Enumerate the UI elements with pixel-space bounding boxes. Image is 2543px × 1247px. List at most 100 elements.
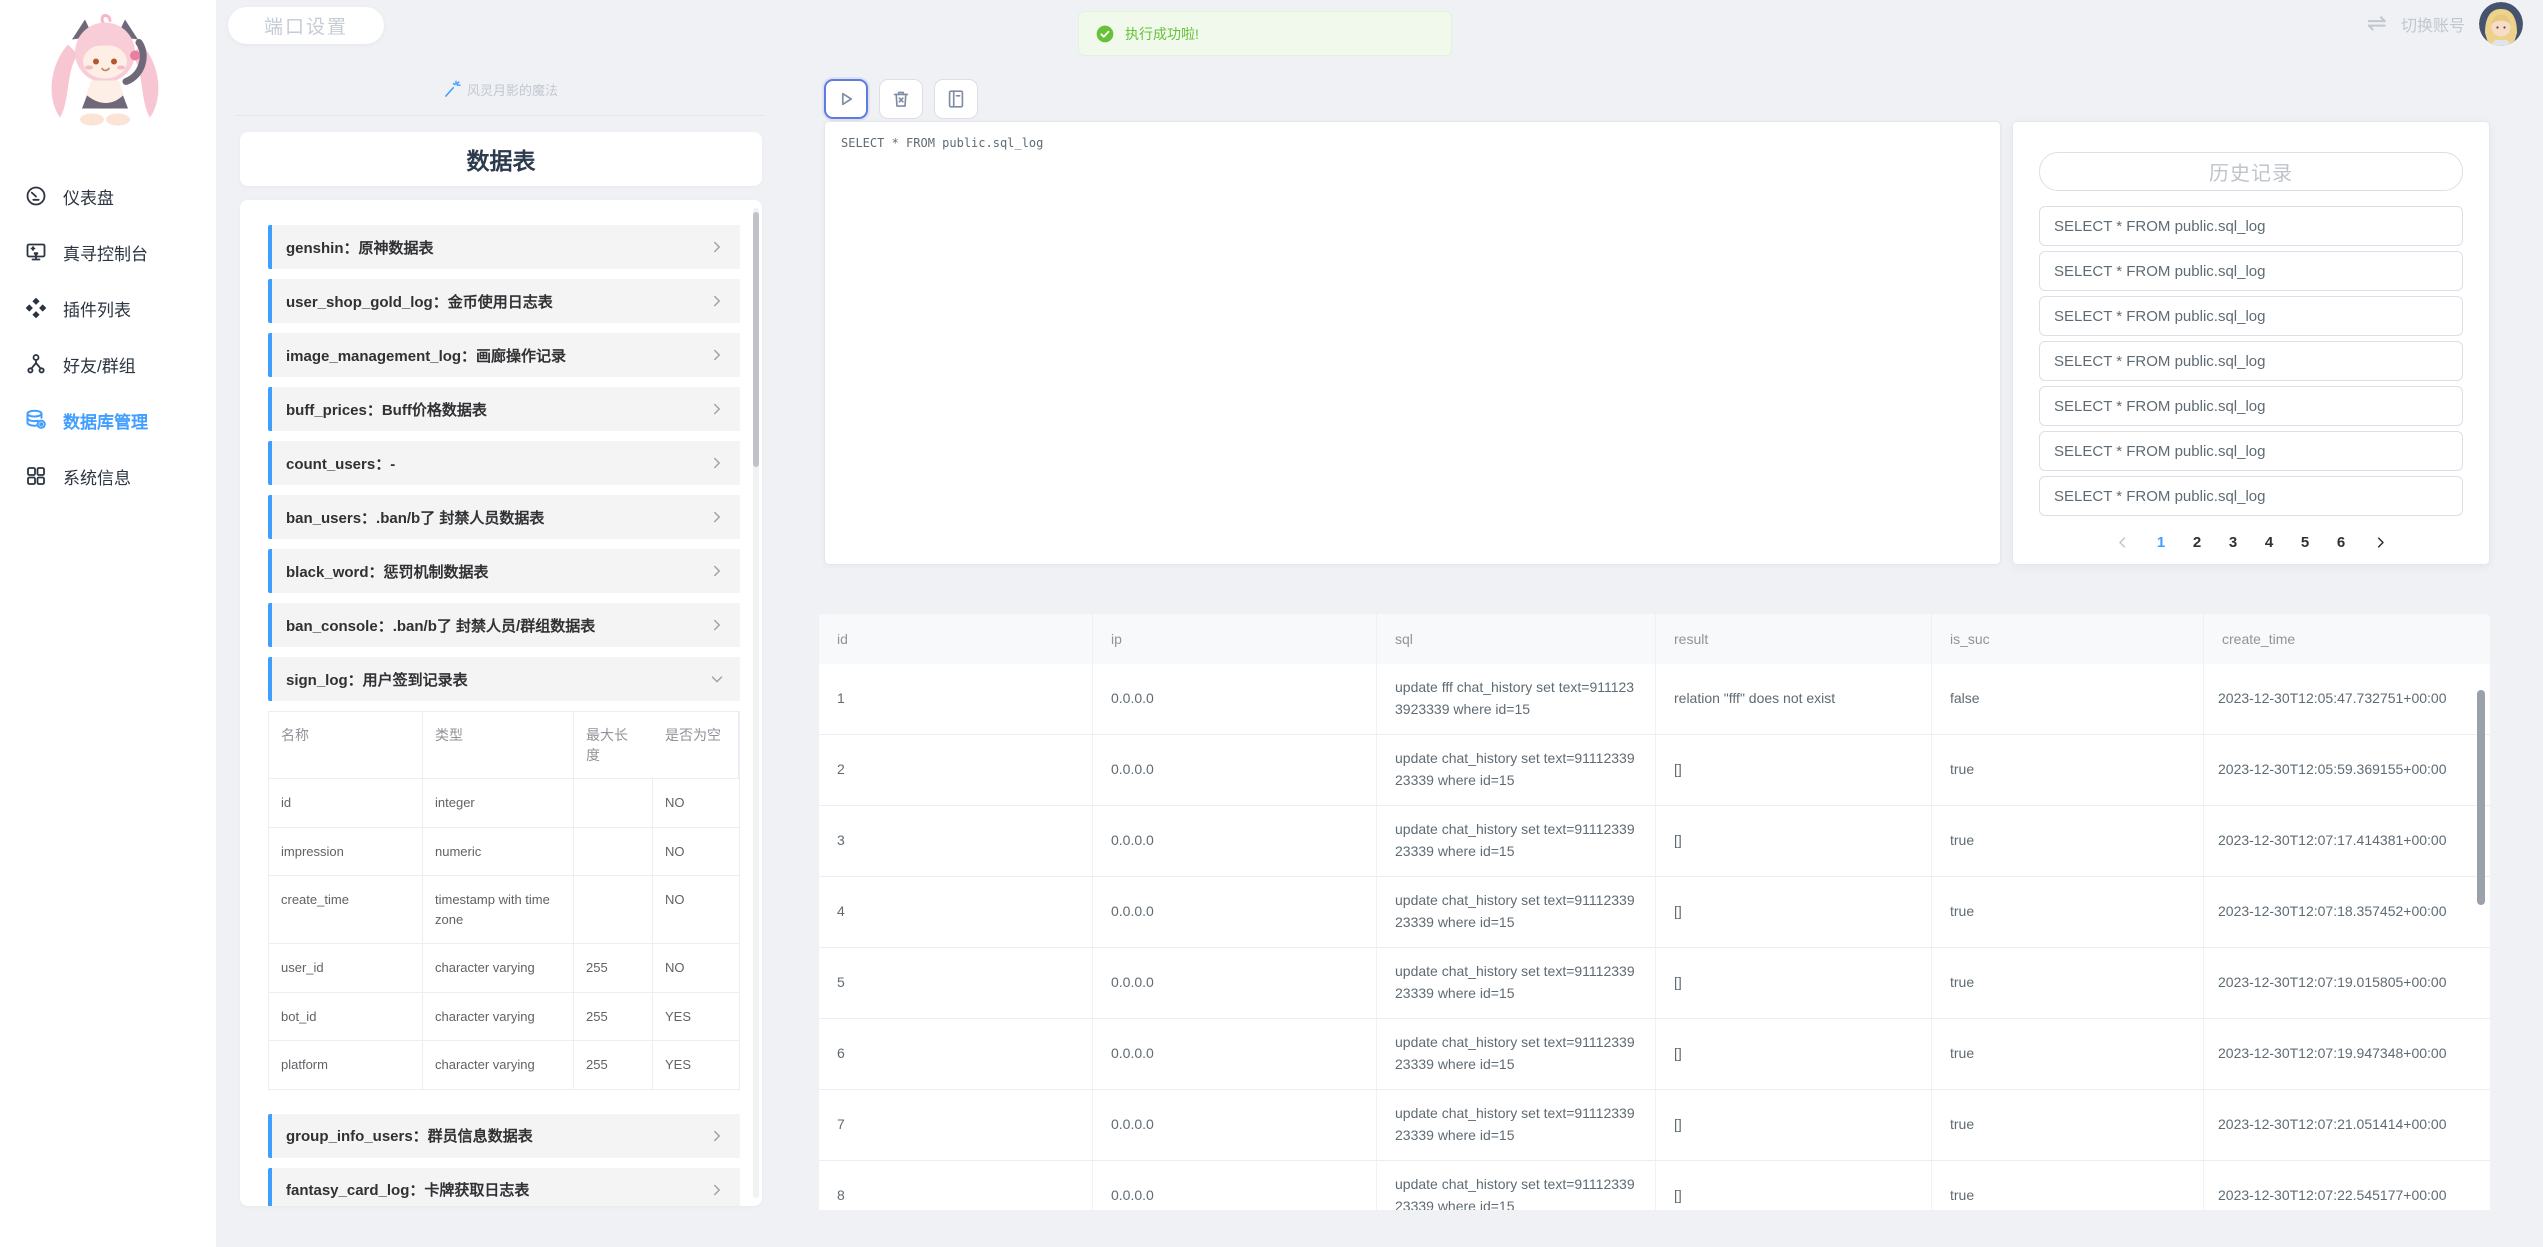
clear-query-button[interactable] [879, 79, 923, 119]
table-list-label: black_word：惩罚机制数据表 [286, 563, 489, 581]
success-toast: 执行成功啦! [1078, 11, 1452, 56]
sidebar-item-console[interactable]: 真寻控制台 [0, 224, 216, 280]
cell-id: 5 [819, 948, 1093, 1018]
editor-toolbar [824, 79, 978, 119]
table-list-label: sign_log：用户签到记录表 [286, 671, 468, 689]
table-list-label: image_management_log：画廊操作记录 [286, 347, 567, 365]
sidebar-menu: 仪表盘 真寻控制台 插件列表 好友/群组 [0, 168, 216, 504]
table-list-label: genshin：原神数据表 [286, 239, 434, 257]
cell-sql: update fff chat_history set text=9111233… [1377, 664, 1656, 734]
pagination-next-button[interactable] [2359, 527, 2401, 557]
pagination-page-button[interactable]: 5 [2300, 533, 2310, 551]
cell-is-suc: true [1932, 948, 2204, 1018]
chevron-right-icon [714, 565, 720, 577]
results-column-header: is_suc [1932, 614, 2204, 664]
result-row: 2 0.0.0.0 update chat_history set text=9… [819, 735, 2490, 806]
cell-create-time: 2023-12-30T12:05:59.369155+00:00 [2218, 761, 2447, 778]
schema-cell-name: platform [269, 1040, 423, 1089]
pagination-page-button[interactable]: 4 [2264, 533, 2274, 551]
table-list-item[interactable]: user_shop_gold_log：金币使用日志表 [268, 279, 740, 323]
play-icon [841, 92, 853, 106]
history-item[interactable]: SELECT * FROM public.sql_log [2039, 251, 2463, 291]
run-query-button[interactable] [824, 79, 868, 119]
switch-account-button[interactable]: 切换账号 [2400, 18, 2465, 35]
sidebar-item-system-info[interactable]: 系统信息 [0, 448, 216, 504]
table-list-item[interactable]: ban_console：.ban/b了 封禁人员/群组数据表 [268, 603, 740, 647]
sidebar-item-plugins[interactable]: 插件列表 [0, 280, 216, 336]
schema-row: bot_id character varying 255 YES [269, 991, 739, 1040]
schema-cell-type: timestamp with time zone [423, 875, 574, 943]
results-column-header: sql [1377, 614, 1656, 664]
table-list-item[interactable]: group_info_users：群员信息数据表 [268, 1113, 740, 1158]
cell-is-suc: true [1932, 735, 2204, 805]
panel-subtitle-text: 风灵月影的魔法 [466, 82, 558, 98]
schema-cell-nullable: YES [653, 1040, 739, 1089]
sidebar-item-database[interactable]: 数据库管理 [0, 392, 216, 448]
chevron-right-icon [714, 1184, 720, 1195]
chevron-left-icon [2118, 536, 2125, 548]
cell-is-suc: true [1932, 806, 2204, 876]
sidebar-item-label: 数据库管理 [63, 412, 148, 432]
cell-is-suc: true [1932, 1090, 2204, 1160]
results-scrollbar-thumb[interactable] [2477, 690, 2485, 905]
schema-row: user_id character varying 255 NO [269, 943, 739, 992]
result-row: 4 0.0.0.0 update chat_history set text=9… [819, 877, 2490, 948]
table-list-item[interactable]: image_management_log：画廊操作记录 [268, 333, 740, 377]
table-list-label: count_users：- [286, 455, 396, 473]
results-column-header: ip [1093, 614, 1377, 664]
pagination-page-button[interactable]: 3 [2228, 533, 2238, 551]
result-row: 1 0.0.0.0 update fff chat_history set te… [819, 664, 2490, 735]
results-header-row: id ip sql result is_suc create_time [819, 614, 2490, 664]
sql-editor[interactable]: SELECT * FROM public.sql_log [841, 136, 1044, 150]
cell-is-suc: true [1932, 877, 2204, 947]
table-list-item-sign-log[interactable]: sign_log：用户签到记录表 [268, 657, 740, 701]
history-item[interactable]: SELECT * FROM public.sql_log [2039, 296, 2463, 336]
table-list-item[interactable]: fantasy_card_log：卡牌获取日志表 [268, 1167, 740, 1206]
history-item[interactable]: SELECT * FROM public.sql_log [2039, 476, 2463, 516]
list-scrollbar-thumb[interactable] [753, 212, 759, 467]
pagination-page-button[interactable]: 1 [2156, 533, 2166, 551]
results-column-header: create_time [2222, 631, 2296, 647]
table-list-item[interactable]: genshin：原神数据表 [268, 225, 740, 269]
schema-cell-nullable: NO [653, 875, 739, 943]
table-list-item[interactable]: ban_users：.ban/b了 封禁人员数据表 [268, 495, 740, 539]
chevron-right-icon [714, 619, 720, 631]
port-settings-button[interactable]: 端口设置 [228, 7, 385, 44]
schema-row: create_time timestamp with time zone NO [269, 875, 739, 943]
panel-divider [235, 115, 765, 116]
table-list-item[interactable]: count_users：- [268, 441, 740, 485]
table-list-item[interactable]: black_word：惩罚机制数据表 [268, 549, 740, 593]
results-body: 1 0.0.0.0 update fff chat_history set te… [819, 664, 2490, 1210]
history-title-button[interactable]: 历史记录 [2039, 152, 2463, 191]
system-info-icon [27, 467, 45, 485]
cell-id: 1 [819, 664, 1093, 734]
schema-cell-name: impression [269, 826, 423, 875]
cell-ip: 0.0.0.0 [1093, 1161, 1377, 1210]
history-item[interactable]: SELECT * FROM public.sql_log [2039, 206, 2463, 246]
cell-create-time: 2023-12-30T12:07:21.051414+00:00 [2218, 1116, 2447, 1133]
pagination-page-button[interactable]: 6 [2336, 533, 2346, 551]
gauge-icon [26, 186, 46, 206]
sidebar-item-friends-groups[interactable]: 好友/群组 [0, 336, 216, 392]
history-item[interactable]: SELECT * FROM public.sql_log [2039, 431, 2463, 471]
pagination-prev-button[interactable] [2101, 527, 2143, 557]
chevron-right-icon [714, 349, 720, 361]
cell-id: 6 [819, 1019, 1093, 1089]
database-icon [26, 409, 46, 429]
cell-ip: 0.0.0.0 [1093, 948, 1377, 1018]
user-avatar[interactable] [2479, 2, 2523, 46]
trash-icon [893, 91, 909, 107]
table-list-item[interactable]: buff_prices：Buff价格数据表 [268, 387, 740, 431]
history-item[interactable]: SELECT * FROM public.sql_log [2039, 386, 2463, 426]
pagination-page-button[interactable]: 2 [2192, 533, 2202, 551]
history-list: SELECT * FROM public.sql_log SELECT * FR… [2039, 206, 2463, 516]
query-log-button[interactable] [934, 79, 978, 119]
history-item[interactable]: SELECT * FROM public.sql_log [2039, 341, 2463, 381]
result-row: 8 0.0.0.0 update chat_history set text=9… [819, 1161, 2490, 1210]
tables-top: genshin：原神数据表 user_shop_gold_log：金币使用日志表… [268, 225, 740, 647]
sidebar-item-dashboard[interactable]: 仪表盘 [0, 168, 216, 224]
pagination-pages: 1 2 3 4 5 6 [2143, 527, 2359, 557]
cell-id: 8 [819, 1161, 1093, 1210]
chevron-down-icon [711, 676, 723, 683]
schema-cell-type: numeric [423, 826, 574, 875]
